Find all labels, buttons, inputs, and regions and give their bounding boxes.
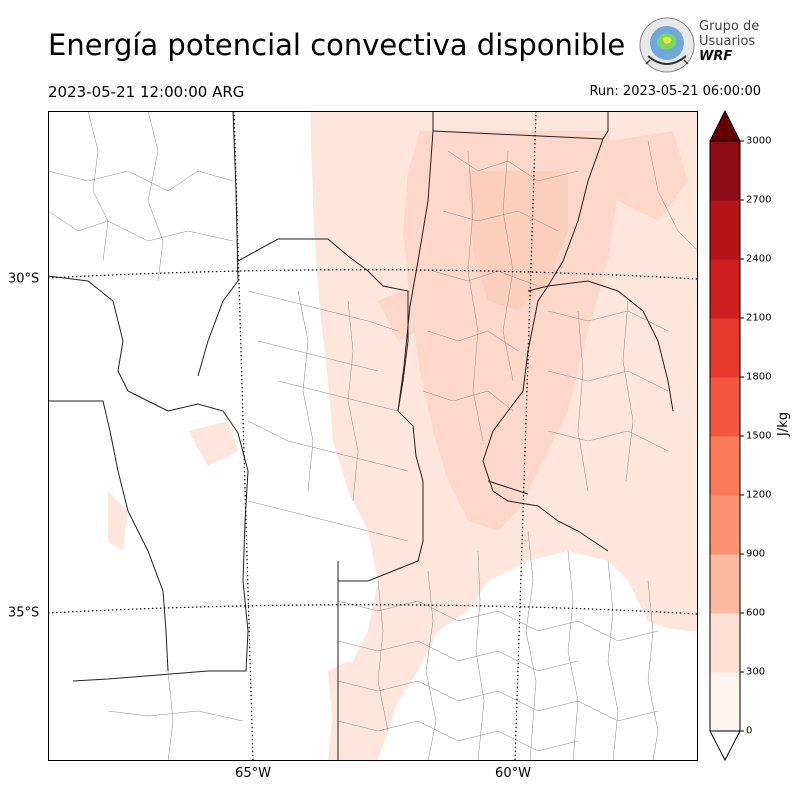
colorbar-band — [710, 495, 740, 555]
colorbar-band — [710, 141, 740, 201]
colorbar-extend-max — [709, 109, 741, 142]
map-frame — [48, 111, 698, 761]
cape-map — [48, 111, 698, 761]
graticule — [48, 111, 698, 761]
colorbar-tick-label: 0 — [746, 725, 753, 737]
valid-time: 2023-05-21 12:00:00 ARG — [48, 83, 245, 101]
cape-shading — [108, 111, 698, 761]
country-borders — [48, 111, 674, 761]
logo-text-line1: Grupo de — [699, 19, 760, 34]
colorbar-tick-label: 2700 — [746, 194, 772, 206]
colorbar-extend-min — [709, 730, 741, 762]
lon-label-60w: 60°W — [495, 766, 531, 781]
colorbar-tick-label: 1500 — [746, 430, 772, 442]
logo-text-line2: Usuarios — [699, 34, 756, 49]
lon-label-65w: 65°W — [235, 766, 271, 781]
colorbar-band — [710, 613, 740, 673]
colorbar-tick-label: 1200 — [746, 489, 772, 501]
colorbar-band — [710, 259, 740, 319]
colorbar-tick-label: 600 — [746, 607, 766, 619]
colorbar-tick-label: 1800 — [746, 371, 772, 383]
page-title: Energía potencial convectiva disponible — [48, 28, 626, 62]
colorbar-band — [710, 377, 740, 437]
colorbar-band — [710, 554, 740, 614]
logo-text-wrf: WRF — [699, 49, 733, 64]
colorbar-tick-label: 3000 — [746, 135, 772, 147]
lat-label-35s: 35°S — [8, 605, 40, 621]
colorbar-tick-label: 2400 — [746, 253, 772, 265]
run-time: Run: 2023-05-21 06:00:00 — [589, 84, 761, 99]
colorbar-band — [710, 318, 740, 378]
lat-label-30s: 30°S — [8, 271, 40, 287]
colorbar-tick-label: 2100 — [746, 312, 772, 324]
globe-emblem-icon — [639, 17, 695, 73]
colorbar-unit: J/kg — [776, 412, 791, 436]
admin-boundaries — [48, 111, 698, 761]
colorbar-band — [710, 436, 740, 496]
colorbar — [709, 109, 744, 762]
colorbar-band — [710, 200, 740, 260]
colorbar-tick-label: 900 — [746, 548, 766, 560]
wrf-logo: Grupo de Usuarios WRF — [638, 16, 763, 76]
colorbar-tick-label: 300 — [746, 666, 766, 678]
colorbar-band — [710, 672, 740, 732]
